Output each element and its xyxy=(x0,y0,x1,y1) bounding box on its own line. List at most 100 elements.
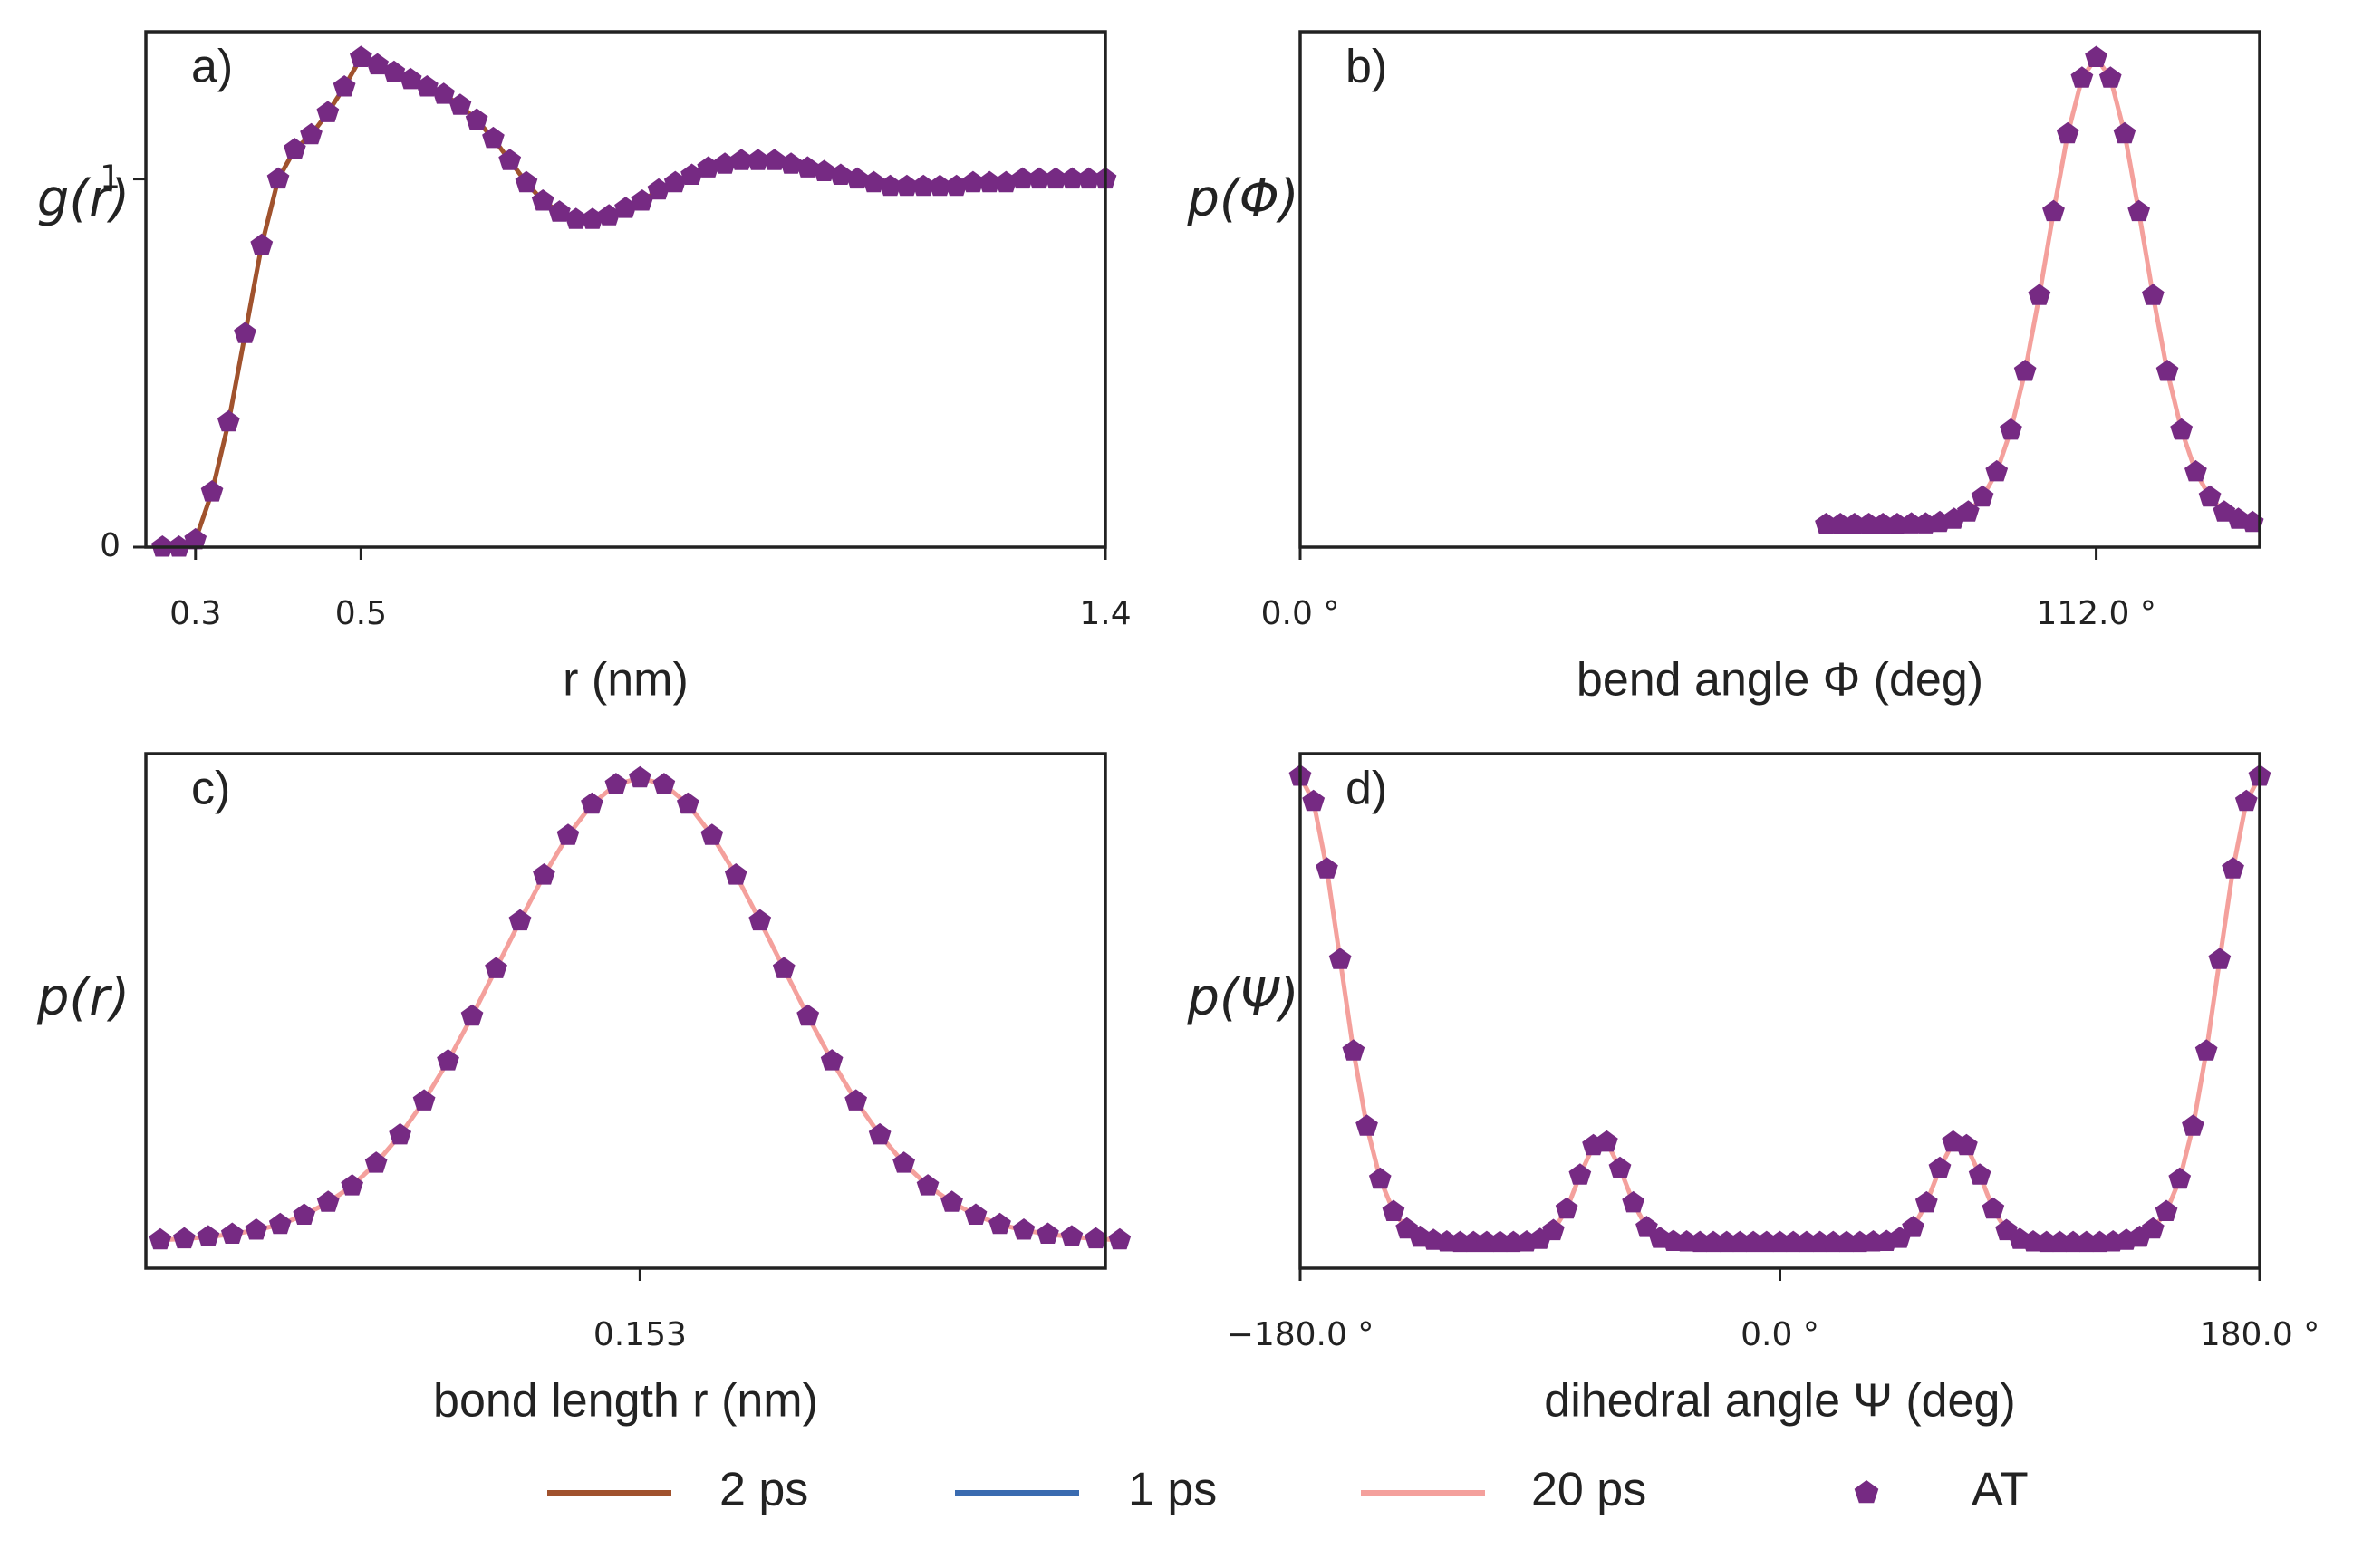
marker xyxy=(1085,1227,1107,1249)
marker xyxy=(1108,1227,1132,1250)
marker xyxy=(2000,418,2022,440)
marker xyxy=(796,156,819,178)
x-tick-label: 180.0 ° xyxy=(2200,1316,2320,1353)
marker xyxy=(2013,360,2037,381)
marker xyxy=(1012,1218,1036,1240)
marker xyxy=(1302,789,1326,812)
marker xyxy=(700,823,724,845)
marker xyxy=(2042,199,2065,222)
marker xyxy=(729,149,753,170)
marker xyxy=(597,204,621,226)
marker xyxy=(813,159,835,181)
marker xyxy=(465,108,488,130)
marker xyxy=(747,149,769,170)
marker xyxy=(1982,1197,2005,1219)
x-axis-label: bond length r (nm) xyxy=(433,1375,818,1428)
marker xyxy=(1077,167,1101,189)
marker xyxy=(629,765,651,788)
marker xyxy=(556,823,580,845)
marker xyxy=(940,1190,963,1212)
marker xyxy=(868,1122,892,1145)
marker xyxy=(2113,121,2136,144)
marker xyxy=(184,527,207,550)
marker xyxy=(1902,1216,1924,1237)
marker xyxy=(2142,284,2165,305)
x-tick-label: 112.0 ° xyxy=(2036,595,2156,632)
marker xyxy=(200,480,224,502)
marker xyxy=(2028,284,2051,305)
marker xyxy=(2127,199,2150,222)
y-tick-label: 1 xyxy=(100,159,121,197)
panel-label: b) xyxy=(1345,41,1387,93)
marker xyxy=(220,1222,244,1244)
marker xyxy=(2070,66,2094,88)
x-axis-label: r (nm) xyxy=(563,654,689,707)
legend-label: 1 ps xyxy=(1128,1464,1217,1516)
marker xyxy=(1971,485,1994,507)
marker xyxy=(677,792,699,814)
marker xyxy=(680,163,703,185)
marker xyxy=(1555,1197,1578,1219)
x-axis-label: dihedral angle Ψ (deg) xyxy=(1544,1375,2015,1428)
marker xyxy=(1355,1114,1378,1136)
marker xyxy=(432,82,455,104)
marker xyxy=(2155,360,2179,381)
marker xyxy=(1635,1216,1658,1237)
marker xyxy=(1608,1156,1632,1178)
marker xyxy=(772,957,796,978)
marker xyxy=(1955,1133,1978,1156)
x-tick-label: 0.0 ° xyxy=(1741,1316,1819,1353)
marker xyxy=(945,174,968,197)
marker xyxy=(895,174,919,197)
marker xyxy=(796,1004,820,1026)
marker xyxy=(724,863,747,885)
marker xyxy=(293,1203,316,1225)
marker xyxy=(631,189,654,211)
y-axis-label: g(r) xyxy=(37,169,130,228)
marker xyxy=(412,1089,436,1111)
marker xyxy=(2098,66,2122,88)
marker xyxy=(1622,1190,1645,1213)
plot-frame xyxy=(1298,752,2261,1270)
x-tick-label: 1.4 xyxy=(1079,595,1131,632)
marker xyxy=(697,156,720,178)
marker xyxy=(564,207,588,229)
marker xyxy=(1328,948,1352,969)
marker xyxy=(1542,1218,1565,1241)
marker xyxy=(961,170,985,193)
marker xyxy=(149,1227,172,1250)
marker xyxy=(2198,485,2222,507)
x-tick-label: 0.3 xyxy=(169,595,221,632)
marker xyxy=(485,957,507,978)
panel-label: d) xyxy=(1345,763,1387,815)
marker xyxy=(2168,1167,2192,1189)
marker xyxy=(820,1049,844,1071)
marker xyxy=(988,1212,1011,1235)
marker xyxy=(2155,1199,2178,1221)
marker xyxy=(2142,1217,2165,1239)
marker xyxy=(498,149,522,170)
marker xyxy=(2184,459,2207,482)
x-axis-label: bend angle Φ (deg) xyxy=(1577,654,1983,707)
marker xyxy=(614,197,637,218)
marker xyxy=(1037,1222,1059,1244)
marker xyxy=(2234,789,2258,812)
marker xyxy=(268,1212,292,1235)
marker xyxy=(2222,857,2244,879)
marker xyxy=(763,149,786,170)
marker xyxy=(197,1225,220,1246)
marker xyxy=(663,170,687,193)
marker xyxy=(652,773,676,794)
marker xyxy=(2170,418,2194,440)
marker xyxy=(929,174,951,197)
marker xyxy=(1382,1199,1405,1221)
marker xyxy=(460,1004,484,1026)
curve xyxy=(1297,774,2262,1246)
marker xyxy=(333,75,356,97)
marker xyxy=(245,1218,268,1240)
marker xyxy=(1914,1190,1938,1213)
marker xyxy=(1061,167,1084,189)
panel-label: c) xyxy=(191,763,230,815)
marker xyxy=(581,207,604,229)
marker xyxy=(879,174,902,197)
